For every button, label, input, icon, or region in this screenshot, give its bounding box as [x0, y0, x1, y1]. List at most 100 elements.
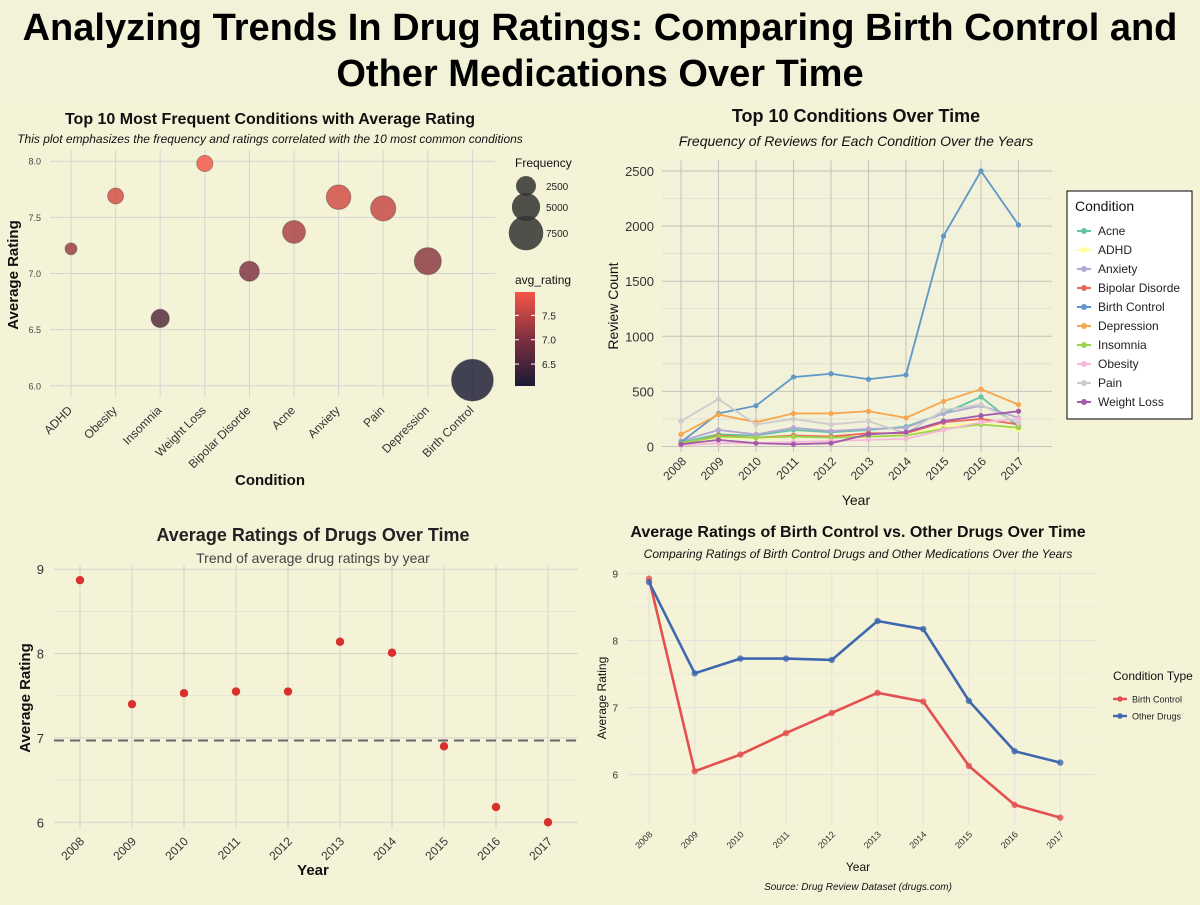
chart2-series-point: [828, 440, 834, 446]
chart3-y-tick-label: 7: [37, 731, 44, 746]
chart3-point: [335, 637, 345, 646]
chart4-x-tick-label: 2017: [1044, 829, 1065, 850]
chart1-legend-size-circle: [508, 215, 544, 251]
chart3-subtitle: Trend of average drug ratings by year: [196, 550, 430, 566]
chart2-legend-label: Bipolar Disorde: [1098, 281, 1180, 295]
chart2-series-point: [790, 441, 797, 447]
chart4-series-point: [920, 698, 927, 705]
chart3-x-tick-label: 2010: [162, 834, 191, 863]
chart2-series-point: [903, 372, 909, 378]
chart2-series-point: [940, 407, 947, 413]
chart2-series-point: [1015, 408, 1022, 414]
chart4-legend-title: Condition Type: [1113, 669, 1193, 683]
chart2-x-tick-label: 2010: [735, 454, 764, 483]
chart2-x-tick-label: 2012: [810, 454, 839, 483]
chart3-y-tick-label: 6: [37, 815, 44, 830]
chart4-x-tick-label: 2014: [907, 829, 928, 850]
chart2-series-point: [865, 418, 872, 424]
chart1-legend-size-label: 5000: [546, 203, 569, 214]
chart2-series-point: [753, 403, 759, 409]
chart1-bubble: [282, 220, 306, 244]
chart2-series-point: [865, 431, 872, 437]
chart4-legend-key-point: [1117, 713, 1123, 719]
chart4-series-point: [1011, 801, 1018, 809]
chart2-series-point: [753, 440, 759, 446]
chart2-series-point: [828, 371, 834, 377]
chart2-series-point: [715, 427, 722, 433]
chart2-series-point: [715, 437, 722, 443]
chart2-series-point: [715, 411, 722, 418]
chart2-series-point: [903, 429, 909, 435]
chart2-x-tick-label: 2016: [960, 454, 989, 483]
chart4-series-point: [782, 729, 790, 737]
chart1-bubble: [450, 358, 494, 402]
chart2-legend-label: Pain: [1098, 376, 1122, 390]
chart1-bubble: [107, 187, 125, 205]
chart2-series-point: [1015, 222, 1022, 228]
chart1-legend-color-title: avg_rating: [515, 273, 571, 287]
chart1-x-tick-label: Anxiety: [305, 403, 343, 441]
chart4-x-tick-label: 2009: [679, 829, 700, 850]
chart2-series-point: [790, 374, 797, 380]
chart2-series-point: [790, 410, 797, 417]
chart2-series-point: [978, 394, 984, 400]
chart3-y-tick-label: 9: [37, 562, 44, 577]
chart2-series-point: [678, 431, 684, 437]
chart4-x-axis-label: Year: [846, 860, 870, 874]
chart2-series-point: [865, 408, 872, 414]
chart1-x-tick-label: Obesity: [81, 403, 120, 442]
chart3-x-tick-label: 2014: [370, 834, 399, 863]
chart3-point: [439, 742, 449, 751]
chart3-point: [127, 699, 137, 709]
chart2-series-line: [680, 395, 1020, 443]
chart4-y-tick-label: 6: [612, 771, 618, 782]
chart2-series-point: [903, 425, 909, 431]
chart3-x-tick-label: 2008: [58, 834, 87, 863]
chart4-series-point: [737, 751, 744, 758]
chart1-legend-color-label: 7.0: [542, 336, 556, 347]
chart2-series-line: [680, 410, 1019, 446]
chart2-series-point: [1015, 416, 1022, 422]
chart4-series-point: [828, 656, 835, 664]
chart2-legend-title: Condition: [1075, 198, 1134, 214]
chart3-x-tick-label: 2016: [474, 834, 503, 863]
chart1-bubble: [370, 195, 397, 222]
chart2-series-point: [940, 398, 947, 404]
chart2-legend-key-point: [1081, 285, 1087, 291]
chart2-y-tick-label: 500: [632, 384, 654, 399]
chart4-title: Average Ratings of Birth Control vs. Oth…: [630, 524, 1085, 541]
chart2-y-tick-label: 1500: [625, 274, 654, 289]
chart2-legend-label: Obesity: [1098, 357, 1139, 371]
chart2-legend-label: Acne: [1098, 224, 1126, 238]
chart1-y-axis-label: Average Rating: [5, 220, 22, 329]
chart2-series-point: [940, 233, 947, 239]
chart1-bubble: [325, 184, 352, 210]
chart2-subtitle: Frequency of Reviews for Each Condition …: [679, 133, 1034, 149]
chart2-legend-key-point: [1081, 304, 1087, 310]
chart2-series-point: [678, 441, 684, 447]
chart4-series-line: [647, 578, 1061, 819]
chart3-x-axis-label: Year: [297, 862, 329, 879]
chart2-series-line: [680, 398, 1019, 435]
chart2-x-tick-label: 2014: [885, 454, 914, 483]
chart2-legend-key-point: [1081, 266, 1087, 272]
chart1-legend-size-circle: [516, 176, 536, 196]
chart2-series-point: [1015, 402, 1022, 408]
chart2-series-point: [903, 415, 909, 421]
chart1-legend-color-label: 7.5: [542, 311, 556, 322]
chart2-series-point: [715, 396, 722, 402]
chart2-series-point: [828, 410, 834, 417]
chart2-series-point: [828, 428, 834, 434]
chart1-legend-size-label: 2500: [546, 182, 569, 193]
chart4-series-line: [647, 581, 1061, 764]
chart2-legend-key-point: [1081, 247, 1087, 253]
chart3-point: [75, 575, 85, 585]
chart2-legend-key-point: [1081, 380, 1087, 386]
chart2-y-tick-label: 2500: [625, 164, 654, 179]
chart4-x-tick-label: 2011: [771, 829, 792, 850]
chart2-x-tick-label: 2015: [923, 454, 952, 483]
chart3-x-tick-label: 2011: [215, 834, 243, 862]
chart2-x-tick-label: 2011: [773, 454, 801, 482]
chart3-point: [179, 689, 189, 698]
chart1-bubble: [413, 247, 442, 276]
